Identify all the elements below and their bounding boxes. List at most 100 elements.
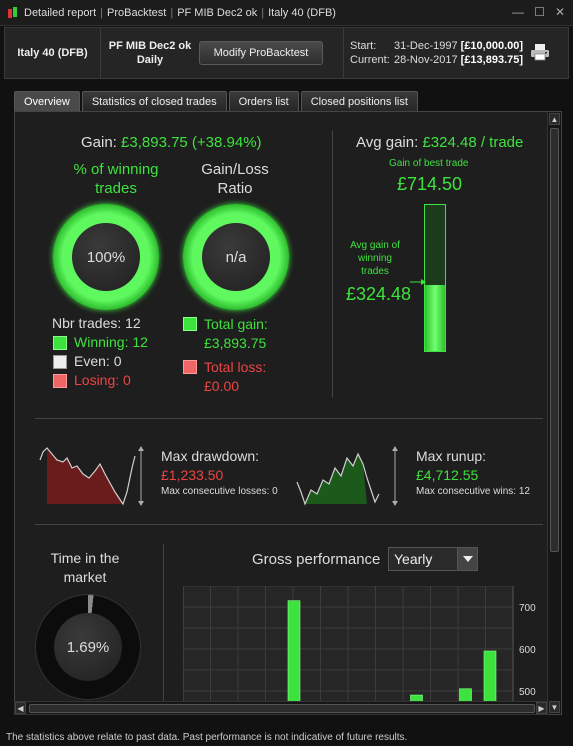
tab-statistics[interactable]: Statistics of closed trades <box>81 91 227 111</box>
avg-gain-value: £324.48 / trade <box>422 134 524 151</box>
avg-pointer-icon <box>410 279 426 285</box>
total-gain-value: £3,893.75 <box>204 335 267 351</box>
tab-orders-list[interactable]: Orders list <box>228 91 299 111</box>
title-segment-system: PF MIB Dec2 ok <box>177 6 258 19</box>
current-label: Current: <box>350 54 390 66</box>
max-drawdown-label: Max drawdown: <box>161 448 260 464</box>
window-controls: — ☐ ✕ <box>512 5 565 19</box>
avg-win-label-line2: winning <box>358 253 392 264</box>
avg-gain-line: Avg gain: £324.48 / trade <box>356 134 523 151</box>
max-drawdown-value: £1,233.50 <box>161 467 224 483</box>
report-tabs: Overview Statistics of closed trades Ord… <box>14 91 418 111</box>
winning-title-line1: % of winning <box>73 161 159 178</box>
section-divider <box>332 130 333 398</box>
print-icon[interactable] <box>530 43 550 61</box>
performance-bar <box>287 600 301 714</box>
window-titlebar: Detailed report | ProBacktest | PF MIB D… <box>0 0 573 26</box>
total-loss-swatch <box>183 360 197 374</box>
losing-swatch <box>53 374 67 388</box>
tab-overview[interactable]: Overview <box>14 91 80 111</box>
scroll-left-icon[interactable]: ◀ <box>15 702 26 714</box>
chart-app-icon <box>7 6 19 20</box>
best-trade-label: Gain of best trade <box>389 158 469 169</box>
max-consec-losses: Max consecutive losses: 0 <box>161 486 278 497</box>
title-segment-instrument: Italy 40 (DFB) <box>268 6 336 19</box>
max-consec-wins: Max consecutive wins: 12 <box>416 486 530 497</box>
start-value: [£10,000.00] <box>460 40 524 52</box>
minimize-icon[interactable]: — <box>512 5 525 19</box>
drawdown-chart <box>39 446 144 506</box>
total-loss-label: Total loss: <box>204 359 267 375</box>
disclaimer: The statistics above relate to past data… <box>0 729 573 746</box>
close-icon[interactable]: ✕ <box>554 5 565 19</box>
best-trade-bar <box>424 204 446 352</box>
modify-probacktest-button[interactable]: Modify ProBacktest <box>199 41 323 65</box>
ratio-title-line2: Ratio <box>217 180 253 197</box>
horizontal-scroll-thumb[interactable] <box>29 704 535 713</box>
runup-chart <box>296 446 398 506</box>
y-tick-label: 600 <box>519 645 536 656</box>
maximize-icon[interactable]: ☐ <box>534 5 545 19</box>
even-count: Even: 0 <box>74 353 122 369</box>
period-select[interactable]: Yearly <box>388 547 478 571</box>
ratio-title-line1: Gain/Loss <box>201 161 269 178</box>
section-divider-3 <box>163 544 164 714</box>
y-tick-label: 500 <box>519 687 536 698</box>
date-range: Start: 31-Dec-1997 [£10,000.00] Current: 2… <box>343 28 523 78</box>
scroll-down-icon[interactable]: ▼ <box>549 701 560 713</box>
avg-gain-label: Avg gain: <box>356 134 419 151</box>
winning-title: % of winning trades <box>61 160 171 198</box>
current-date: 28-Nov-2017 <box>394 54 458 66</box>
tab-closed-positions[interactable]: Closed positions list <box>300 91 418 111</box>
horizontal-scrollbar[interactable]: ◀ ▶ <box>14 701 548 715</box>
avg-win-label: Avg gain of winning trades <box>339 239 411 278</box>
ratio-value: n/a <box>202 223 270 291</box>
timeframe: Daily <box>136 54 164 66</box>
avg-win-label-line1: Avg gain of <box>350 240 400 251</box>
winning-pct: 100% <box>72 223 140 291</box>
max-runup-label: Max runup: <box>416 448 487 464</box>
time-market-line1: Time in the <box>50 550 120 566</box>
system-name-block: PF MIB Dec2 ok Daily <box>101 39 199 67</box>
total-gain-block: Total gain: £3,893.75 <box>204 315 268 353</box>
gain-value: £3,893.75 (+38.94%) <box>121 134 262 151</box>
start-label: Start: <box>350 40 377 52</box>
y-tick-label: 700 <box>519 603 536 614</box>
vertical-scroll-thumb[interactable] <box>550 128 559 552</box>
winning-swatch <box>53 336 67 350</box>
vertical-scrollbar[interactable]: ▲ ▼ <box>547 112 561 714</box>
total-loss-block: Total loss: £0.00 <box>204 358 266 396</box>
total-gain-label: Total gain: <box>204 316 268 332</box>
max-runup-value: £4,712.55 <box>416 467 479 483</box>
total-loss-value: £0.00 <box>204 378 240 394</box>
gain-line: Gain: £3,893.75 (+38.94%) <box>81 134 262 151</box>
title-segment-probacktest: ProBacktest <box>107 6 167 19</box>
avg-win-value: £324.48 <box>346 284 412 304</box>
best-trade-value: £714.50 <box>397 174 463 194</box>
title-segment-report: Detailed report <box>24 6 97 19</box>
performance-bar <box>483 650 497 714</box>
start-date: 31-Dec-1997 <box>394 40 458 52</box>
scroll-right-icon[interactable]: ▶ <box>536 702 547 714</box>
even-swatch <box>53 355 67 369</box>
section-divider-2 <box>35 524 543 525</box>
losing-count: Losing: 0 <box>74 372 131 388</box>
gross-performance-chart: 700 600 500 <box>183 586 536 714</box>
overview-panel: Gain: £3,893.75 (+38.94%) % of winning t… <box>14 111 562 715</box>
total-gain-swatch <box>183 317 197 331</box>
system-name: PF MIB Dec2 ok <box>108 40 192 52</box>
time-market-value: 1.69% <box>54 613 122 681</box>
instrument-name: Italy 40 (DFB) <box>5 28 101 78</box>
period-select-value: Yearly <box>394 551 433 567</box>
section-divider-1 <box>35 418 543 419</box>
time-market-title: Time in the market <box>35 549 135 587</box>
avg-gain-fill <box>425 284 445 351</box>
nbr-trades: Nbr trades: 12 <box>52 315 141 331</box>
scroll-up-icon[interactable]: ▲ <box>549 113 560 125</box>
gross-perf-label: Gross performance <box>252 551 381 568</box>
current-value: [£13,893.75] <box>460 54 524 66</box>
chevron-down-icon[interactable] <box>457 548 477 570</box>
report-header: Italy 40 (DFB) PF MIB Dec2 ok Daily Modi… <box>4 27 569 79</box>
winning-count: Winning: 12 <box>74 334 148 350</box>
gain-label: Gain: <box>81 134 117 151</box>
